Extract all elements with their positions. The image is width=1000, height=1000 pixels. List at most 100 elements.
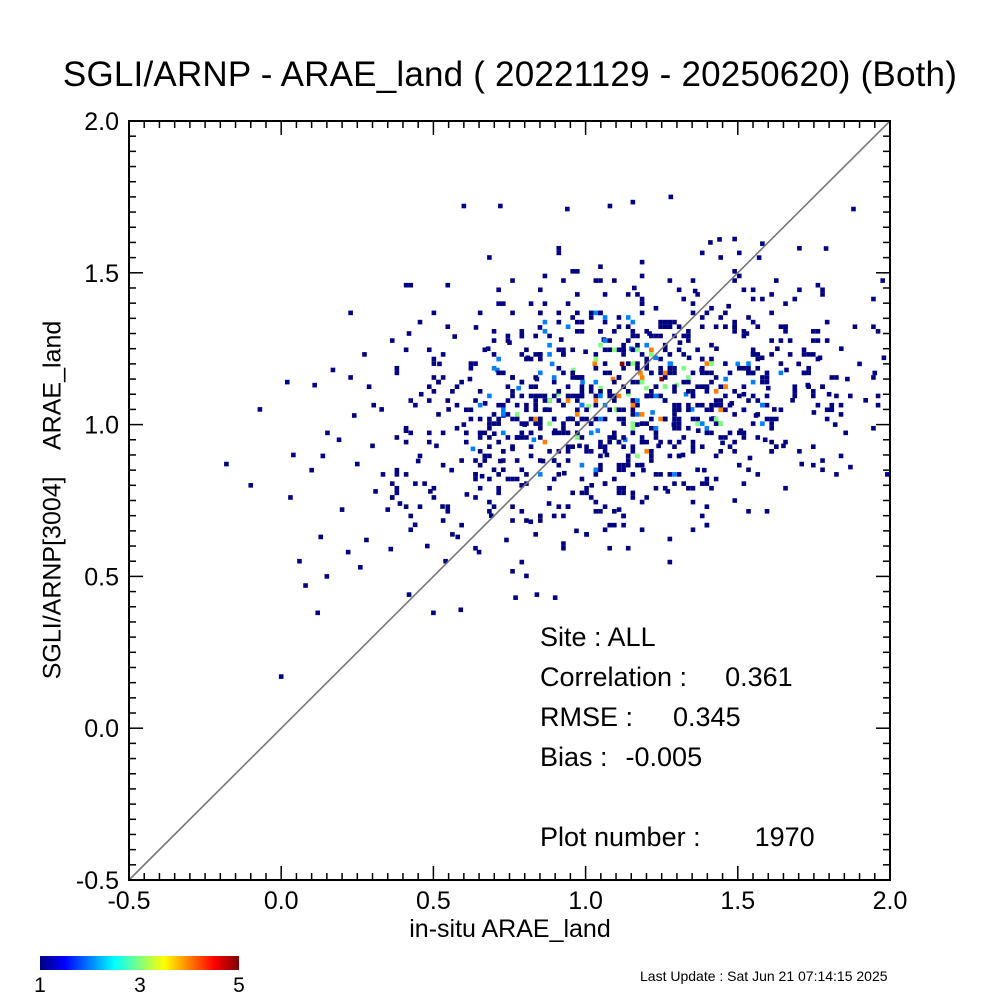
density-cell — [538, 425, 543, 431]
density-cell — [787, 338, 793, 343]
density-cell — [635, 422, 640, 427]
stat-plot-number-value: 1970 — [754, 822, 815, 852]
density-cell — [445, 282, 451, 288]
density-cell — [533, 375, 538, 380]
density-cell — [607, 435, 613, 440]
density-cell — [496, 485, 501, 491]
density-cell — [806, 352, 811, 357]
density-cell — [477, 430, 483, 436]
density-cell — [838, 453, 844, 459]
density-cell — [704, 407, 710, 413]
density-cell — [593, 398, 599, 403]
density-cell — [561, 421, 566, 426]
density-cell — [355, 461, 360, 467]
density-cell — [772, 407, 777, 412]
density-cell — [505, 398, 511, 403]
x-tick-label: 1.5 — [720, 887, 755, 915]
density-cell — [727, 444, 733, 450]
density-cell — [755, 435, 761, 440]
density-cell — [394, 370, 400, 376]
density-cell — [598, 264, 603, 270]
density-cell — [514, 476, 520, 482]
density-cell — [584, 532, 589, 537]
density-cell — [845, 376, 850, 382]
density-cell — [519, 483, 524, 488]
density-cell — [593, 402, 599, 408]
density-cell — [732, 236, 737, 242]
density-cell — [428, 489, 433, 494]
density-cell — [723, 376, 728, 382]
density-cell — [487, 499, 492, 505]
density-cell — [875, 393, 881, 399]
density-cell — [796, 361, 801, 367]
density-cell — [436, 412, 441, 417]
density-cell — [676, 439, 682, 445]
density-cell — [528, 444, 534, 450]
density-cell — [613, 407, 619, 412]
density-cell — [510, 444, 515, 450]
density-cell — [487, 255, 492, 260]
density-cell — [769, 338, 774, 343]
density-cell — [463, 407, 469, 413]
density-cell — [656, 443, 661, 449]
density-cell — [695, 292, 700, 297]
density-cell — [575, 412, 580, 417]
density-cell — [799, 461, 805, 467]
density-cell — [534, 592, 540, 597]
density-cell — [519, 467, 525, 473]
density-cell — [750, 296, 756, 302]
density-cell — [815, 329, 821, 334]
density-cell — [750, 352, 756, 357]
density-cell — [612, 278, 617, 283]
colorbar-tick-max: 5 — [233, 974, 245, 997]
density-cell — [546, 501, 552, 506]
density-cell — [538, 287, 543, 293]
density-cell — [538, 472, 543, 477]
density-cell — [408, 282, 414, 288]
density-cell — [653, 430, 659, 436]
density-cell — [575, 407, 580, 413]
density-cell — [676, 347, 682, 353]
density-cell — [741, 407, 747, 413]
density-cell — [838, 346, 844, 351]
density-cell — [500, 412, 506, 417]
density-cell — [612, 435, 617, 440]
density-cell — [561, 370, 566, 376]
density-cell — [699, 481, 705, 486]
density-cell — [662, 324, 668, 330]
density-cell — [403, 439, 409, 445]
density-cell — [667, 559, 673, 565]
density-cell — [547, 342, 552, 348]
stat-plot-number: Plot number : 1970 — [540, 822, 815, 853]
density-cell — [584, 485, 589, 491]
density-cell — [224, 461, 229, 467]
density-cell — [871, 425, 876, 431]
density-cell — [542, 439, 548, 445]
density-cell — [463, 430, 469, 436]
density-cell — [676, 407, 682, 413]
density-cell — [644, 365, 650, 371]
density-cell — [417, 319, 423, 325]
density-cell — [477, 310, 483, 316]
density-cell — [556, 365, 562, 371]
density-cell — [568, 416, 573, 421]
density-cell — [686, 338, 691, 343]
density-cell — [695, 428, 701, 433]
density-cell — [686, 407, 691, 413]
density-cell — [630, 412, 636, 417]
density-cell — [750, 393, 756, 399]
density-cell — [454, 402, 460, 408]
density-cell — [699, 402, 705, 408]
density-cell — [713, 402, 719, 408]
density-cell — [851, 206, 856, 212]
density-cell — [547, 398, 552, 403]
density-cell — [524, 347, 529, 353]
density-cell — [621, 462, 626, 468]
density-cell — [723, 361, 728, 366]
density-cell — [473, 325, 479, 330]
density-cell — [639, 421, 645, 426]
density-cell — [639, 273, 645, 279]
density-cell — [477, 435, 483, 440]
density-cell — [649, 449, 654, 454]
density-cell — [510, 476, 515, 482]
